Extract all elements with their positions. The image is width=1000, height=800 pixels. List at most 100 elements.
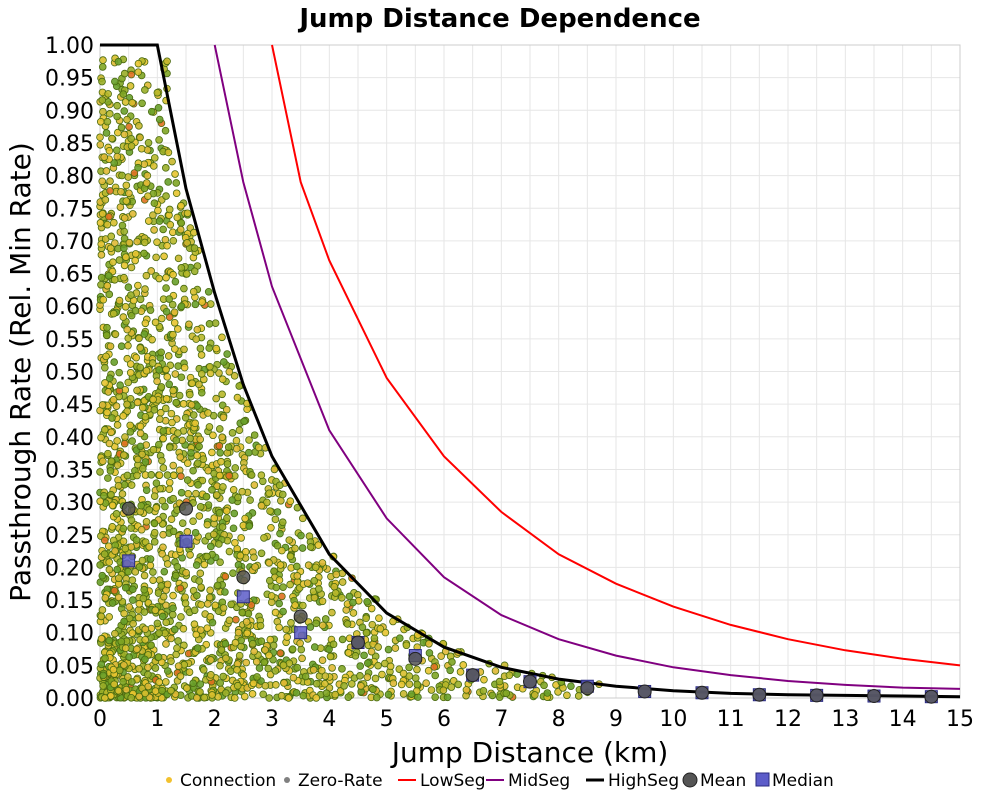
connection-point [131,250,140,258]
connection-point [166,221,175,229]
connection-point [125,603,134,611]
connection-point [151,687,160,695]
connection-point [98,209,107,218]
connection-point [238,608,247,617]
connection-point [129,210,137,218]
connection-point [123,325,132,334]
connection-point [298,654,306,663]
connection-point [97,612,106,621]
x-tick-label: 10 [659,707,687,732]
connection-point [100,536,109,545]
connection-point [275,623,283,632]
connection-point [174,254,183,263]
connection-point [139,594,148,603]
connection-point [163,373,172,381]
connection-point [155,366,163,374]
connection-point [414,693,422,701]
connection-point [279,583,287,591]
connection-point [187,449,195,457]
connection-point [230,372,239,380]
connection-point [149,162,158,170]
connection-point [209,431,217,440]
connection-point [127,524,135,532]
connection-point [240,417,248,426]
connection-point [150,492,159,500]
connection-point [156,484,164,493]
connection-point [276,529,284,538]
connection-point [257,501,266,510]
connection-point [109,665,118,674]
connection-point [206,369,215,378]
connection-point [126,368,135,377]
connection-point [141,319,150,328]
connection-point [315,585,323,593]
connection-point [117,187,125,196]
connection-point [97,634,106,643]
connection-point [208,486,216,494]
connection-point [362,614,370,623]
connection-point [103,117,112,126]
connection-point [98,77,106,86]
connection-point [266,635,275,644]
connection-point [159,530,167,539]
connection-point [134,163,142,172]
connection-point [141,412,150,421]
connection-point [225,547,234,556]
connection-point [140,571,149,580]
connection-point [209,530,218,539]
connection-point [120,214,129,222]
connection-point [405,663,413,672]
connection-point [162,365,170,374]
connection-point [107,490,115,499]
connection-point [182,568,190,577]
y-tick-label: 0.50 [45,361,94,386]
connection-point [292,689,301,697]
connection-point [112,510,121,518]
connection-point [213,581,222,590]
connection-point [170,318,179,327]
connection-point [124,173,133,181]
connection-point [134,68,143,76]
connection-point [168,300,177,309]
connection-point [171,277,180,286]
x-tick-label: 4 [322,707,336,732]
connection-point [124,378,133,387]
connection-point [203,624,212,632]
connection-point [306,543,315,551]
connection-point [391,644,400,652]
connection-point [282,625,291,634]
legend-label: LowSeg [420,771,486,791]
connection-point [241,514,249,523]
connection-point [127,142,136,150]
connection-point [120,69,129,78]
connection-point [109,258,117,266]
legend-marker-mean [682,772,698,788]
connection-point [222,654,230,663]
connection-point [338,593,346,602]
connection-point [133,398,142,407]
connection-point [179,624,188,633]
connection-point [222,405,231,414]
connection-point [279,607,287,616]
connection-point [157,582,166,590]
connection-point [99,56,107,64]
connection-point [574,692,583,700]
connection-point [172,179,181,187]
connection-point [381,628,390,637]
connection-point [321,679,329,688]
connection-point [273,508,282,516]
connection-point [164,352,173,360]
connection-point [229,524,238,533]
y-tick-label: 0.95 [45,67,94,92]
connection-point [121,303,130,311]
connection-point [176,584,185,593]
connection-point [155,629,163,637]
connection-point [135,692,143,701]
connection-point [145,543,154,551]
connection-point [168,157,176,166]
connection-point [101,363,109,372]
connection-point [112,402,121,410]
connection-point [203,600,212,608]
connection-point [120,617,128,626]
connection-point [196,680,205,688]
